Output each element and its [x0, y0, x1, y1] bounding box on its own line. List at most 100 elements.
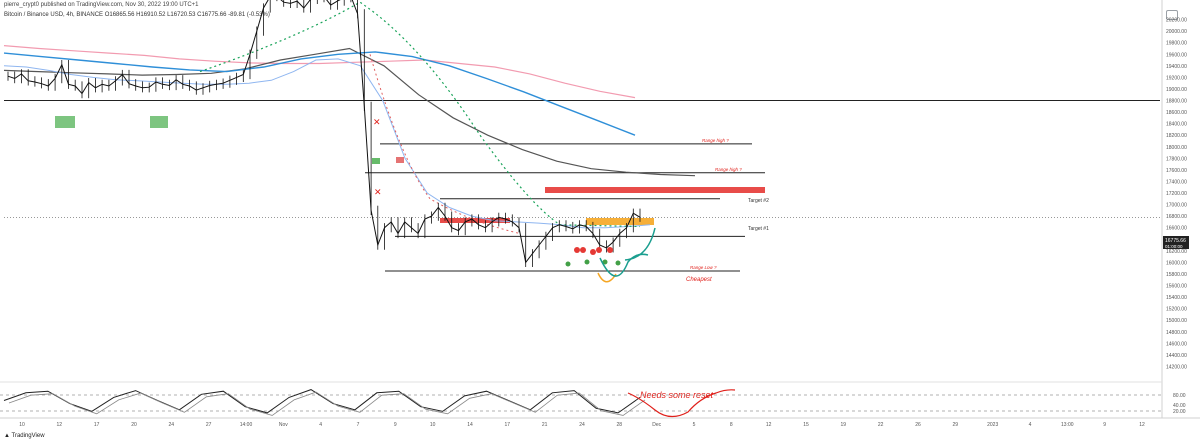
price-tick-label: 16000.00	[1166, 260, 1187, 266]
annotation-cheapest: Cheapest	[686, 277, 712, 283]
cross-marker-2: ✕	[374, 187, 382, 197]
resistance-zone-orange	[586, 218, 654, 225]
time-tick-label: 5	[693, 422, 696, 428]
time-tick-label: 26	[915, 422, 921, 428]
price-tick-label: 20200.00	[1166, 18, 1187, 24]
published-line: pierre_crypt0 published on TradingView.c…	[4, 2, 199, 8]
time-tick-label: 10	[19, 422, 25, 428]
price-tick-label: 16200.00	[1166, 249, 1187, 255]
red-reset-curve	[627, 389, 736, 418]
price-tick-label: 15800.00	[1166, 272, 1187, 278]
candles	[7, 0, 641, 267]
target-2-label: Target #2	[748, 198, 769, 204]
time-axis: 10 12 17 20 24 27 14:00 Nov 4 7 9 10 14 17 21 24 28 Dec 5 8…	[19, 422, 1145, 428]
cross-marker-1: ✕	[373, 117, 381, 127]
price-tick-label: 17000.00	[1166, 203, 1187, 209]
horizontal-levels: Range high ? Range high ? Range Low ?	[4, 100, 1162, 272]
price-tick-label: 14800.00	[1166, 330, 1187, 336]
time-tick-label: 22	[878, 422, 884, 428]
time-tick-label: 9	[394, 422, 397, 428]
camera-icon[interactable]	[1166, 10, 1178, 20]
green-dots	[565, 259, 621, 267]
time-tick-label: 17	[505, 422, 511, 428]
time-tick-label: 2023	[987, 422, 998, 428]
time-tick-label: 15	[803, 422, 809, 428]
price-tick-label: 18200.00	[1166, 133, 1187, 139]
price-tick-label: 18600.00	[1166, 110, 1187, 116]
ma-pink-line	[3, 45, 636, 99]
price-tick-label: 15000.00	[1166, 318, 1187, 324]
time-tick-label: 29	[953, 422, 959, 428]
price-tick-label: 17800.00	[1166, 156, 1187, 162]
time-tick-label: 4	[319, 422, 322, 428]
price-tick-label: 18800.00	[1166, 99, 1187, 105]
time-tick-label: 12	[57, 422, 63, 428]
oscillator-line	[3, 389, 641, 414]
time-tick-label: Nov	[279, 422, 288, 428]
current-price-label: 16775.66	[1165, 238, 1186, 244]
price-tick-label: 19400.00	[1166, 64, 1187, 70]
tradingview-logo-icon: ▲	[4, 433, 10, 439]
red-dots	[574, 247, 613, 255]
tradingview-brand: ▲ TradingView	[4, 433, 45, 439]
price-tick-label: 19800.00	[1166, 41, 1187, 47]
ema-slow-blue-line	[3, 51, 636, 136]
support-zone-green-2	[150, 116, 168, 128]
price-tick-label: 18400.00	[1166, 122, 1187, 128]
price-tick-label: 14600.00	[1166, 341, 1187, 347]
ma-gray-line	[3, 47, 696, 177]
target-1-label: Target #1	[748, 226, 769, 232]
price-tick-label: 14200.00	[1166, 364, 1187, 370]
ema-fast-blue-line	[3, 58, 651, 229]
time-tick-label: 12	[766, 422, 772, 428]
price-tick-label: 15200.00	[1166, 307, 1187, 313]
price-tick-label: 15400.00	[1166, 295, 1187, 301]
price-tick-label: 18000.00	[1166, 145, 1187, 151]
time-tick-label: 20	[131, 422, 137, 428]
time-tick-label: 13:00	[1061, 422, 1074, 428]
green-square-marker	[372, 158, 380, 164]
time-tick-label: 14:00	[240, 422, 253, 428]
time-tick-label: 27	[206, 422, 212, 428]
oscillator-signal-line	[8, 391, 646, 416]
time-tick-label: 12	[1139, 422, 1145, 428]
price-tick-label: 19000.00	[1166, 87, 1187, 93]
resistance-zone-red-1	[545, 187, 765, 193]
time-tick-label: 14	[467, 422, 473, 428]
time-tick-label: 7	[357, 422, 360, 428]
price-tick-label: 15600.00	[1166, 284, 1187, 290]
teal-arrow-curve	[624, 227, 656, 261]
price-tick-label: 16600.00	[1166, 226, 1187, 232]
price-tick-label: 19600.00	[1166, 52, 1187, 58]
symbol-line: Bitcoin / Binance USD, 4h, BINANCE O1686…	[4, 12, 270, 18]
current-price-box	[1163, 236, 1189, 249]
resistance-zone-red-2	[440, 218, 510, 223]
support-zone-green-1	[55, 116, 75, 128]
time-tick-label: 17	[94, 422, 100, 428]
time-tick-label: Dec	[652, 422, 661, 428]
teal-cup-curve	[599, 253, 649, 277]
red-square-marker	[396, 157, 404, 163]
time-tick-label: 10	[430, 422, 436, 428]
level-label: Range high ?	[715, 167, 742, 172]
time-tick-label: 24	[579, 422, 585, 428]
time-tick-label: 24	[169, 422, 175, 428]
price-tick-label: 20000.00	[1166, 29, 1187, 35]
time-tick-label: 19	[841, 422, 847, 428]
brand-label: TradingView	[11, 433, 45, 439]
price-tick-label: 17600.00	[1166, 168, 1187, 174]
price-tick-label: 19200.00	[1166, 75, 1187, 81]
time-tick-label: 21	[542, 422, 548, 428]
level-label: Range high ?	[702, 138, 729, 143]
annotation-needs-reset: Needs some reset	[640, 390, 714, 400]
level-label: Range Low ?	[690, 265, 717, 270]
time-tick-label: 9	[1103, 422, 1106, 428]
price-axis: 20200.00 20000.00 19800.00 19600.00 19400.00…	[1166, 18, 1187, 371]
osc-label-80: 80.00	[1173, 393, 1186, 399]
orange-cup-curve	[597, 272, 617, 283]
time-tick-label: 28	[617, 422, 623, 428]
osc-label-40: 40.00	[1173, 403, 1186, 409]
price-tick-label: 14400.00	[1166, 353, 1187, 359]
